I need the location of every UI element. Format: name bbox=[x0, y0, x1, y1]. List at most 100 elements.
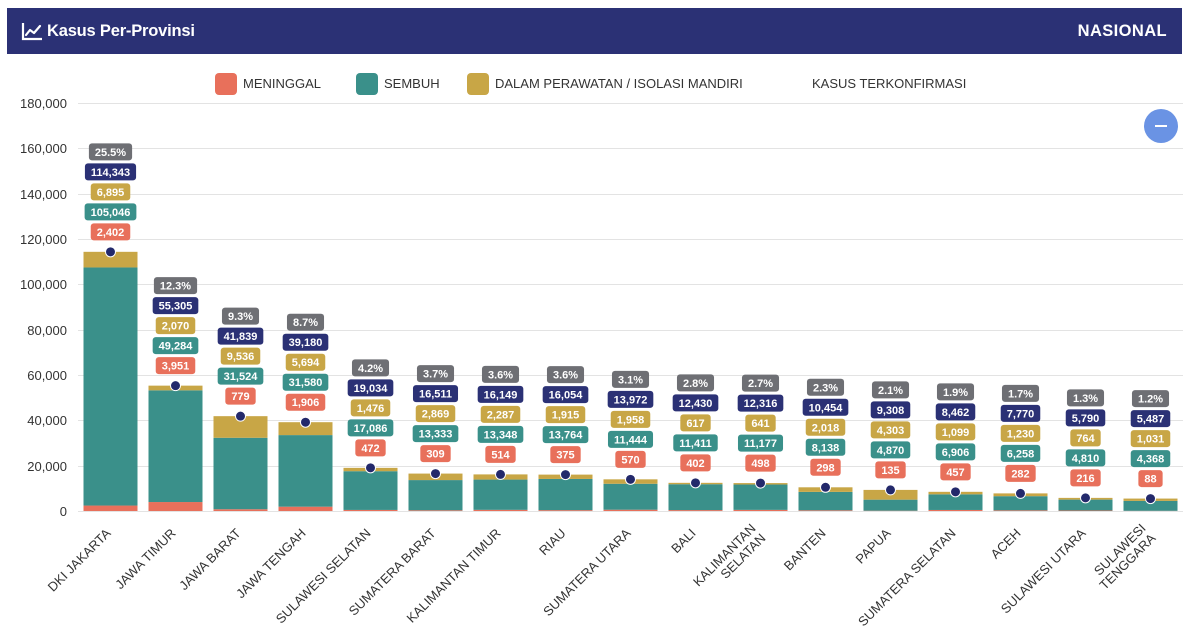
y-tick-label: 180,000 bbox=[20, 96, 67, 111]
marker-kasus-terkonfirmasi[interactable] bbox=[105, 246, 116, 258]
bar-sembuh[interactable] bbox=[993, 496, 1048, 511]
marker-kasus-terkonfirmasi[interactable] bbox=[430, 468, 441, 480]
bar-sembuh[interactable] bbox=[928, 494, 983, 510]
data-label-box bbox=[1070, 429, 1101, 447]
data-label-text: 31,580 bbox=[289, 377, 323, 389]
marker-kasus-terkonfirmasi[interactable] bbox=[885, 484, 896, 496]
data-label-text: 31,524 bbox=[224, 371, 259, 383]
marker-kasus-terkonfirmasi[interactable] bbox=[365, 462, 376, 474]
bar-dalam-perawatan-isolasi-mandiri[interactable] bbox=[213, 416, 268, 438]
data-label-text: 55,305 bbox=[159, 301, 193, 313]
legend-swatch-meninggal bbox=[215, 72, 237, 95]
data-label-text: 617 bbox=[686, 418, 704, 430]
bar-sembuh[interactable] bbox=[278, 435, 333, 507]
marker-kasus-terkonfirmasi[interactable] bbox=[1145, 493, 1156, 505]
minimize-button[interactable] bbox=[1144, 109, 1178, 143]
bar-meninggal[interactable] bbox=[993, 510, 1048, 511]
bar-meninggal[interactable] bbox=[278, 506, 333, 511]
data-label-box bbox=[676, 374, 715, 392]
bar-meninggal[interactable] bbox=[213, 509, 268, 511]
bar-sembuh[interactable] bbox=[408, 480, 463, 511]
bar-sembuh[interactable] bbox=[213, 437, 268, 510]
y-tick-label: 60,000 bbox=[27, 368, 67, 383]
scope-nasional-link[interactable]: NASIONAL bbox=[1077, 21, 1167, 40]
bar-meninggal[interactable] bbox=[408, 510, 463, 511]
marker-kasus-terkonfirmasi[interactable] bbox=[755, 477, 766, 489]
data-label-text: 16,149 bbox=[484, 389, 518, 401]
bar-sembuh[interactable] bbox=[863, 499, 918, 511]
marker-kasus-terkonfirmasi[interactable] bbox=[1080, 492, 1091, 504]
minus-icon bbox=[1155, 125, 1167, 127]
data-label-text: 12.3% bbox=[160, 281, 191, 293]
marker-kasus-terkonfirmasi[interactable] bbox=[560, 469, 571, 481]
marker-kasus-terkonfirmasi[interactable] bbox=[820, 481, 831, 493]
bar-sembuh[interactable] bbox=[798, 491, 853, 511]
data-label-text: 11,177 bbox=[744, 438, 777, 450]
bar-sembuh[interactable] bbox=[1123, 500, 1178, 511]
marker-kasus-terkonfirmasi[interactable] bbox=[950, 486, 961, 498]
data-label-box bbox=[1000, 444, 1041, 462]
y-tick-label: 40,000 bbox=[27, 413, 67, 428]
x-tick-label: ACEH bbox=[987, 526, 1023, 562]
data-label-box bbox=[1130, 430, 1171, 448]
bar-sembuh[interactable] bbox=[538, 478, 593, 511]
bar-sembuh[interactable] bbox=[1058, 499, 1113, 511]
legend-item-kasus-terkonfirmasi[interactable]: KASUS TERKONFIRMASI bbox=[812, 72, 966, 95]
bar-sembuh[interactable] bbox=[733, 484, 788, 510]
marker-kasus-terkonfirmasi[interactable] bbox=[1015, 487, 1026, 499]
data-label-meninggal: 282 bbox=[1005, 464, 1036, 482]
bar-dalam-perawatan-isolasi-mandiri[interactable] bbox=[278, 422, 333, 436]
bar-sembuh[interactable] bbox=[343, 471, 398, 510]
bar-meninggal[interactable] bbox=[473, 509, 528, 511]
bar-dalam-perawatan-isolasi-mandiri[interactable] bbox=[83, 251, 138, 268]
legend-label-dalam-perawatan: DALAM PERAWATAN / ISOLASI MANDIRI bbox=[495, 76, 743, 91]
data-label-text: 17,086 bbox=[354, 423, 388, 435]
data-label-text: 375 bbox=[556, 450, 574, 462]
legend-item-sembuh[interactable]: SEMBUH bbox=[356, 72, 440, 95]
data-label-box bbox=[935, 443, 976, 461]
bar-meninggal[interactable] bbox=[798, 510, 853, 511]
y-tick-label: 0 bbox=[60, 504, 67, 519]
marker-kasus-terkonfirmasi[interactable] bbox=[625, 473, 636, 485]
data-label-text: 8,462 bbox=[942, 407, 970, 419]
data-label-box bbox=[607, 390, 654, 408]
data-label-meninggal: 88 bbox=[1138, 470, 1163, 488]
bar-sembuh[interactable] bbox=[83, 267, 138, 506]
data-label-box bbox=[221, 307, 260, 325]
data-label-text: 25.5% bbox=[95, 147, 126, 159]
data-label-sembuh: 31,524 bbox=[217, 367, 264, 385]
marker-kasus-terkonfirmasi[interactable] bbox=[495, 468, 506, 480]
data-label-text: 1.3% bbox=[1073, 393, 1098, 405]
marker-kasus-terkonfirmasi[interactable] bbox=[690, 477, 701, 489]
bar-meninggal[interactable] bbox=[733, 509, 788, 511]
data-label-dalam-perawatan-isolasi-mandiri: 1,099 bbox=[935, 423, 976, 441]
marker-kasus-terkonfirmasi[interactable] bbox=[300, 416, 311, 428]
bar-meninggal[interactable] bbox=[148, 502, 203, 511]
data-label-box bbox=[152, 297, 199, 315]
bar-meninggal[interactable] bbox=[538, 510, 593, 511]
bar-meninggal[interactable] bbox=[603, 509, 658, 511]
bar-meninggal[interactable] bbox=[668, 510, 723, 511]
bar-sembuh[interactable] bbox=[603, 483, 658, 510]
legend-item-dalam-perawatan[interactable]: DALAM PERAWATAN / ISOLASI MANDIRI bbox=[467, 72, 743, 95]
data-label-share-percent: 25.5% bbox=[88, 143, 133, 161]
data-label-box bbox=[1065, 409, 1106, 427]
data-label-box bbox=[1138, 470, 1163, 488]
data-label-box bbox=[940, 463, 971, 481]
data-label-box bbox=[285, 353, 326, 371]
data-label-box bbox=[1130, 450, 1171, 468]
legend-item-meninggal[interactable]: MENINGGAL bbox=[215, 72, 321, 95]
marker-kasus-terkonfirmasi[interactable] bbox=[235, 410, 246, 422]
bar-meninggal[interactable] bbox=[928, 509, 983, 511]
data-label-meninggal: 570 bbox=[615, 450, 646, 468]
data-label-text: 8.7% bbox=[293, 317, 318, 329]
bar-meninggal[interactable] bbox=[343, 509, 398, 511]
bar-sembuh[interactable] bbox=[148, 390, 203, 503]
data-label-text: 6,258 bbox=[1007, 448, 1035, 460]
bar-sembuh[interactable] bbox=[668, 484, 723, 511]
bar-sembuh[interactable] bbox=[473, 479, 528, 510]
bar-meninggal[interactable] bbox=[83, 505, 138, 511]
data-label-box bbox=[542, 426, 589, 444]
data-label-text: 498 bbox=[751, 458, 769, 470]
marker-kasus-terkonfirmasi[interactable] bbox=[170, 380, 181, 392]
